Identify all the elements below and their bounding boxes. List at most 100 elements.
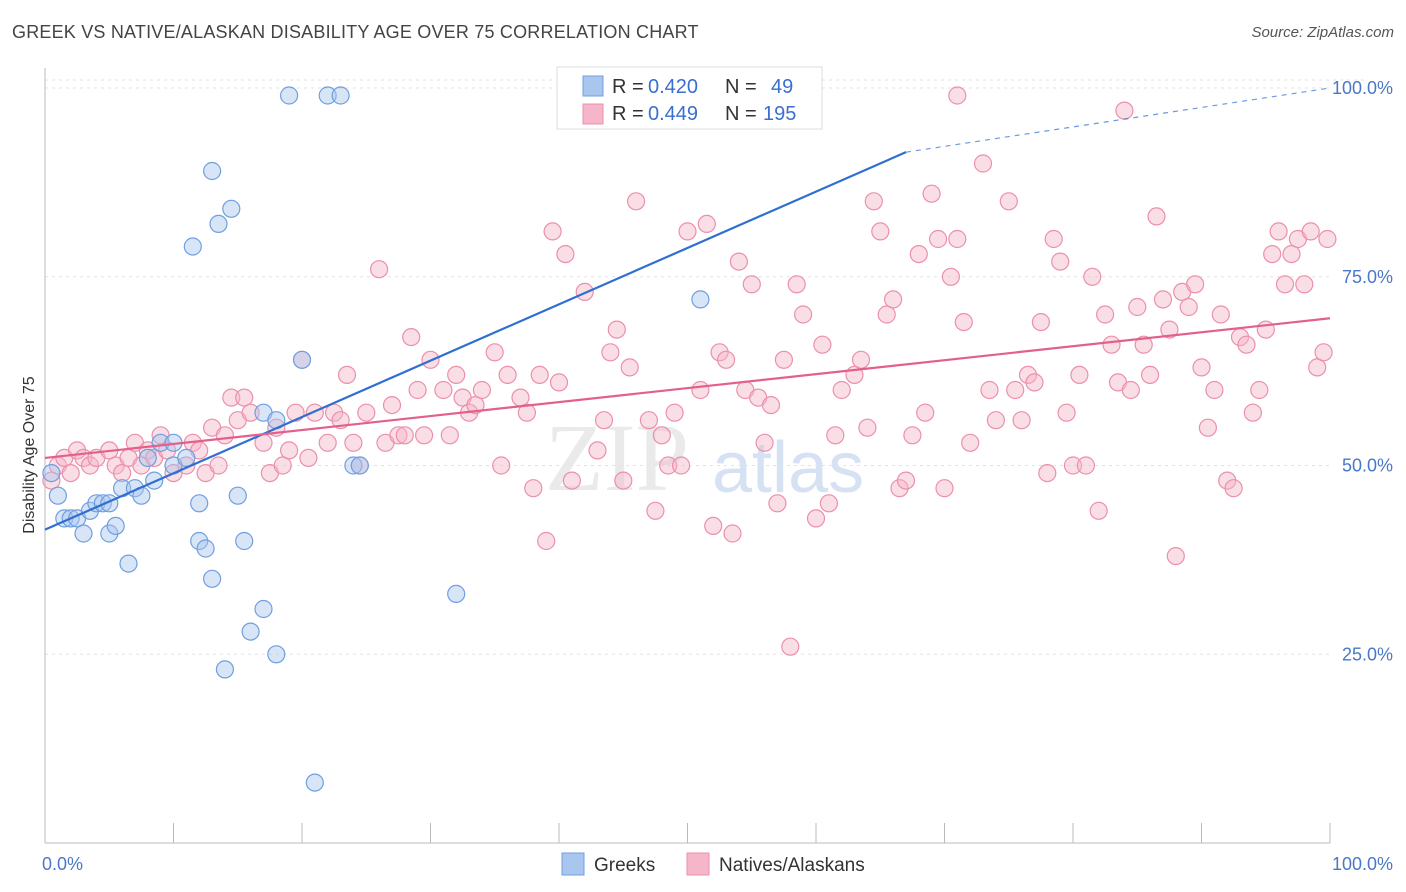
natives-point [948, 86, 967, 105]
natives-point [1308, 358, 1327, 377]
natives-point [382, 396, 402, 415]
natives-point [678, 222, 697, 241]
natives-point [1166, 546, 1185, 566]
natives-point [916, 403, 935, 422]
natives-point [1282, 245, 1301, 264]
natives-point [896, 471, 916, 490]
natives-point [1218, 471, 1237, 490]
greeks-point [241, 622, 260, 641]
bottom-legend-swatch-greeks [561, 852, 585, 876]
natives-point [1121, 380, 1140, 400]
natives-point [1140, 365, 1160, 384]
natives-point [710, 343, 729, 362]
natives-point [556, 245, 575, 264]
natives-point [1031, 313, 1051, 332]
bottom-legend-greeks: Greeks [594, 855, 655, 876]
natives-point [1263, 245, 1282, 264]
natives-point [935, 479, 954, 498]
greeks-point [209, 214, 228, 233]
natives-point [1224, 479, 1243, 498]
natives-point [1237, 335, 1256, 354]
greeks-point [183, 237, 202, 256]
natives-point [723, 524, 742, 543]
natives-point [299, 448, 318, 467]
natives-point [549, 373, 569, 392]
natives-point [215, 426, 234, 445]
natives-point [1205, 380, 1224, 400]
greeks-point [331, 86, 350, 105]
natives-point [434, 380, 453, 400]
greeks-point [151, 433, 170, 452]
greeks-point [74, 524, 93, 543]
natives-point [1318, 229, 1337, 249]
greeks-point [190, 531, 209, 551]
greeks-point [138, 448, 157, 467]
legend-swatch-greeks [582, 75, 604, 97]
natives-point [318, 433, 337, 452]
natives-point [1076, 456, 1096, 475]
natives-point [498, 365, 517, 384]
natives-point [395, 426, 414, 445]
bottom-legend-natives: Natives/Alaskans [719, 855, 865, 876]
natives-point [851, 350, 871, 369]
natives-point [80, 456, 100, 475]
natives-point [1295, 275, 1314, 294]
natives-point [241, 403, 260, 422]
natives-point [781, 637, 800, 656]
natives-point [941, 267, 961, 286]
y-tick-label: 75.0% [1342, 267, 1393, 287]
greeks-point [280, 86, 299, 105]
natives-point [871, 222, 890, 241]
natives-point [370, 260, 389, 279]
natives-point [1134, 335, 1153, 354]
bottom-legend-swatch-natives [686, 852, 710, 876]
natives-point [903, 426, 922, 445]
natives-point [1147, 207, 1166, 226]
greeks-point [177, 448, 196, 467]
natives-point [742, 275, 761, 294]
natives-point [61, 464, 80, 483]
natives-point [472, 380, 491, 400]
natives-point [511, 388, 530, 407]
natives-point [1250, 380, 1269, 400]
natives-point [357, 403, 376, 422]
natives-point [659, 456, 678, 475]
greeks-point [48, 486, 68, 505]
greeks-point [106, 516, 125, 536]
natives-point [716, 350, 736, 369]
greeks-point [447, 584, 466, 604]
natives-point [325, 403, 344, 422]
natives-point [1275, 275, 1295, 294]
natives-point [337, 365, 357, 384]
greeks-point [203, 161, 222, 181]
natives-point [280, 441, 299, 460]
natives-point [1115, 101, 1134, 120]
natives-point [999, 192, 1018, 211]
natives-point [761, 396, 781, 415]
natives-point [832, 380, 851, 400]
natives-point [1012, 411, 1031, 430]
greeks-point [119, 554, 138, 573]
natives-point [806, 509, 826, 528]
legend-n-value-2: 195 [763, 103, 796, 125]
natives-point [447, 365, 466, 384]
natives-point [562, 471, 582, 490]
natives-point [1025, 373, 1044, 392]
natives-point [1160, 320, 1179, 339]
natives-point [774, 350, 794, 369]
natives-point [1051, 252, 1070, 271]
natives-point [813, 335, 832, 354]
natives-point [922, 184, 941, 203]
natives-point [1038, 464, 1057, 483]
natives-point [492, 456, 511, 475]
natives-point [973, 154, 993, 173]
natives-point [530, 365, 549, 384]
natives-point [415, 426, 434, 445]
greeks-trend-line [44, 151, 907, 531]
natives-point [1006, 380, 1025, 400]
natives-point [620, 358, 639, 377]
natives-point [594, 411, 614, 430]
natives-point [1198, 418, 1218, 437]
legend-r-label-2: R = [612, 103, 644, 125]
grid [45, 79, 1365, 655]
